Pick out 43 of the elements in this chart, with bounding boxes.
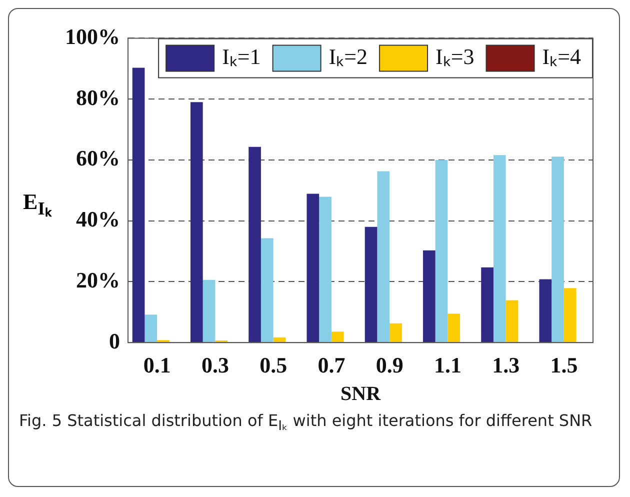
y-tick-label: 0: [109, 328, 120, 354]
bar: [506, 300, 518, 342]
bar: [190, 102, 203, 342]
x-tick-label: 0.1: [143, 352, 171, 378]
y-tick-label: 60%: [76, 146, 120, 171]
bar: [202, 280, 216, 342]
legend-label: Iₖ=1: [222, 44, 261, 69]
bar: [364, 226, 378, 342]
legend-label: Iₖ=3: [436, 44, 474, 69]
y-axis-title: E$_{Iₖ}$: [23, 189, 51, 220]
y-tick-label: 40%: [76, 206, 120, 232]
caption: Fig. 5 Statistical distribution of E$_{Iₖ}$ with eight iterations for different SNR: [19, 411, 594, 434]
bar: [481, 267, 494, 342]
bar: [493, 155, 506, 342]
bar: [273, 337, 286, 342]
bar: [552, 156, 564, 342]
y-tick-label: 100%: [65, 24, 120, 49]
bar: [390, 323, 402, 342]
x-tick-label: 0.3: [201, 352, 229, 378]
bar: [422, 250, 436, 342]
legend-label: Iₖ=4: [542, 44, 581, 69]
bar: [132, 68, 145, 342]
bar: [539, 279, 552, 342]
bar: [331, 332, 344, 342]
bar: [306, 194, 320, 342]
x-tick-label: 0.9: [376, 352, 404, 378]
bar: [319, 196, 332, 342]
y-tick-label: 80%: [76, 84, 120, 110]
bar: [448, 314, 460, 342]
x-axis-title: SNR: [340, 383, 382, 406]
y-tick-label: 20%: [76, 267, 120, 292]
x-tick-label: 0.5: [260, 352, 288, 378]
bar: [144, 314, 158, 342]
x-tick-label: 1.1: [434, 352, 462, 378]
x-tick-label: 1.5: [550, 352, 578, 378]
bar: [260, 238, 274, 342]
x-tick-label: 0.7: [318, 352, 346, 378]
x-tick-label: 1.3: [492, 352, 520, 378]
bar: [377, 171, 390, 342]
bar: [435, 160, 448, 342]
bar: [564, 288, 576, 342]
legend-label: Iₖ=2: [328, 44, 368, 69]
bar: [248, 146, 261, 342]
